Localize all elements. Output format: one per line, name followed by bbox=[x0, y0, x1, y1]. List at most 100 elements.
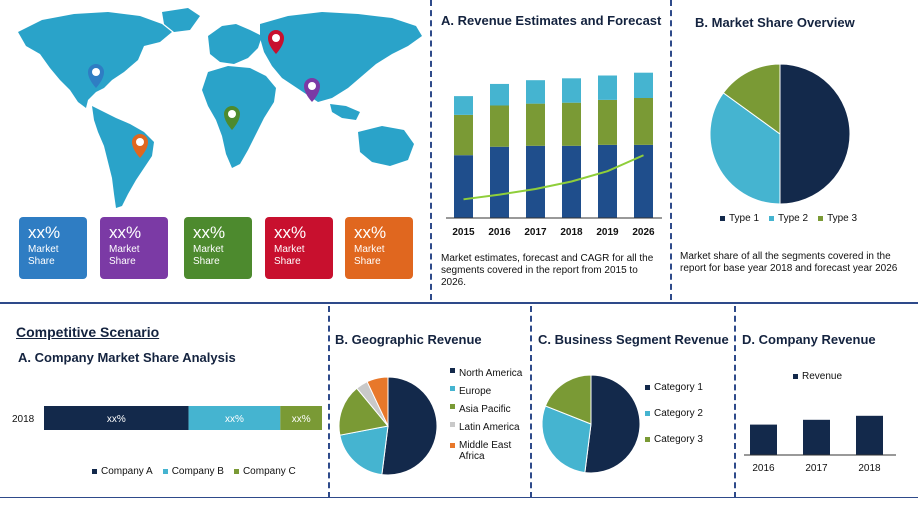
revenue-bar-segment bbox=[526, 80, 545, 104]
divider-bottom-edge bbox=[0, 497, 918, 498]
legend-swatch bbox=[645, 437, 650, 442]
legend-label-line: Africa bbox=[459, 451, 485, 462]
market-share-pie-chart bbox=[709, 63, 851, 205]
revenue-bar-segment bbox=[454, 114, 473, 156]
revenue-x-tick: 2017 bbox=[524, 227, 547, 238]
revenue-stacked-bar-chart: 2015 2016 2017 2018 2019 2026 bbox=[446, 72, 662, 238]
company-share-title: A. Company Market Share Analysis bbox=[18, 350, 236, 365]
legend-swatch bbox=[450, 404, 455, 409]
geo-legend-item: Latin America bbox=[450, 422, 522, 433]
legend-swatch bbox=[233, 469, 239, 474]
map-greenland bbox=[162, 8, 200, 32]
revenue-bar-segment bbox=[598, 144, 617, 218]
revenue-bar-segment bbox=[454, 155, 473, 218]
revenue-bar-segment bbox=[634, 98, 653, 145]
pie-slice bbox=[338, 387, 389, 436]
company-legend-item: Company B bbox=[162, 466, 224, 477]
company-y-tick: 2018 bbox=[12, 414, 35, 425]
legend-swatch bbox=[450, 422, 455, 427]
tile-label: Market Share bbox=[109, 244, 140, 267]
pin-south-america-icon bbox=[132, 134, 148, 158]
company-bar-segment bbox=[44, 406, 189, 430]
company-revenue-x-tick: 2018 bbox=[858, 463, 881, 474]
revenue-bar-segment bbox=[562, 102, 581, 146]
revenue-trend-line bbox=[463, 154, 644, 201]
tile-label: Market Share bbox=[354, 244, 385, 267]
legend-label: Revenue bbox=[802, 371, 843, 382]
legend-label: Category 3 bbox=[654, 434, 703, 445]
geo-legend-item: Europe bbox=[450, 386, 522, 397]
company-revenue-bar bbox=[750, 424, 777, 455]
revenue-x-tick: 2016 bbox=[488, 227, 511, 238]
legend-swatch bbox=[450, 386, 455, 391]
legend-label: Asia Pacific bbox=[459, 404, 511, 415]
legend-swatch bbox=[818, 216, 824, 221]
pin-asia-icon bbox=[304, 78, 320, 102]
company-revenue-x-tick: 2017 bbox=[805, 463, 828, 474]
revenue-bar-segment bbox=[490, 146, 509, 218]
revenue-x-tick: 2026 bbox=[632, 227, 655, 238]
company-bar-segment bbox=[280, 406, 322, 430]
pie-slice bbox=[544, 374, 592, 425]
legend-label: Company C bbox=[242, 466, 296, 477]
tile-value: xx% bbox=[274, 223, 307, 242]
company-legend: Company A Company B Company C bbox=[92, 466, 296, 477]
company-bar-label: xx% bbox=[225, 414, 244, 425]
divider-bottom-3 bbox=[734, 306, 736, 498]
segment-legend-item: Category 3 bbox=[645, 434, 703, 445]
share-legend-item: Type 1 bbox=[720, 213, 759, 224]
segment-pie-chart bbox=[541, 374, 641, 474]
world-map bbox=[18, 8, 422, 208]
revenue-bar-segment bbox=[490, 83, 509, 106]
divider-top-1 bbox=[430, 0, 432, 300]
map-asia bbox=[260, 12, 422, 102]
legend-label: Type 3 bbox=[827, 213, 858, 224]
map-australia bbox=[358, 126, 414, 166]
tile-value: xx% bbox=[354, 223, 387, 242]
legend-swatch bbox=[645, 411, 650, 416]
legend-label: Latin America bbox=[459, 422, 520, 433]
map-europe bbox=[208, 24, 262, 64]
geo-legend: North America Europe Asia Pacific Latin Ame… bbox=[450, 368, 522, 462]
company-share-bar-chart: 2018 xx% xx% xx% bbox=[12, 406, 322, 430]
pin-africa-icon bbox=[224, 106, 240, 130]
segment-panel-title: C. Business Segment Revenue bbox=[538, 332, 729, 347]
legend-swatch bbox=[92, 469, 97, 474]
legend-swatch bbox=[793, 374, 798, 379]
company-bar-label: xx% bbox=[107, 414, 126, 425]
tile-label: Market Share bbox=[274, 244, 305, 267]
legend-swatch bbox=[450, 443, 455, 448]
legend-swatch bbox=[450, 368, 455, 373]
legend-label: Europe bbox=[459, 386, 492, 397]
revenue-bar-segment bbox=[562, 78, 581, 103]
divider-top-2 bbox=[670, 0, 672, 300]
divider-horizontal bbox=[0, 302, 918, 304]
tile-value: xx% bbox=[28, 223, 61, 242]
legend-swatch bbox=[645, 385, 650, 390]
share-legend-item: Type 2 bbox=[769, 213, 808, 224]
revenue-x-tick: 2015 bbox=[452, 227, 475, 238]
legend-swatch bbox=[162, 469, 168, 474]
market-share-tile-5: xx% Market Share bbox=[345, 217, 413, 279]
geo-legend-item: North America bbox=[450, 368, 522, 379]
company-revenue-title: D. Company Revenue bbox=[742, 332, 876, 347]
geo-legend-item: Middle East Africa bbox=[450, 440, 522, 462]
legend-label-line: Middle East bbox=[459, 440, 512, 451]
legend-label: Company B bbox=[171, 466, 224, 477]
company-bar-segment bbox=[188, 406, 281, 430]
competitive-heading: Competitive Scenario bbox=[16, 324, 160, 340]
pin-europe-asia-icon bbox=[268, 30, 284, 54]
company-revenue-bar bbox=[803, 419, 830, 455]
legend-label: Category 2 bbox=[654, 408, 703, 419]
legend-swatch bbox=[769, 216, 775, 221]
legend-label: Company A bbox=[101, 466, 153, 477]
pin-north-america-icon bbox=[88, 64, 104, 88]
pie-slice bbox=[779, 63, 851, 205]
share-description: Market share of all the segments covered… bbox=[680, 251, 898, 274]
revenue-bar-segment bbox=[598, 75, 617, 100]
revenue-bar-segment bbox=[526, 103, 545, 146]
legend-label: Category 1 bbox=[654, 382, 703, 393]
legend-label: Middle East Africa bbox=[459, 440, 511, 462]
company-revenue-legend-item: Revenue bbox=[793, 371, 842, 382]
pie-slice bbox=[722, 63, 781, 135]
